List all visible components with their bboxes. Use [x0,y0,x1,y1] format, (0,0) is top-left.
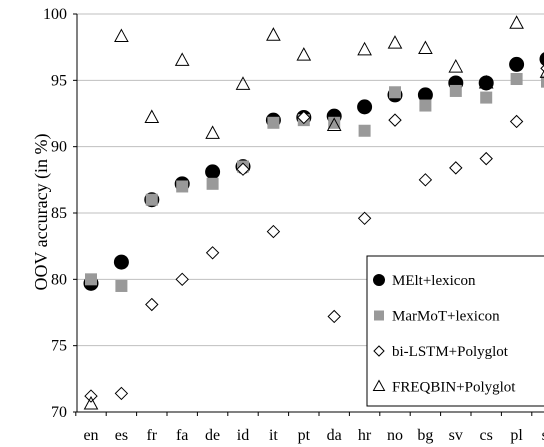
freqbin-point [509,15,524,29]
y-axis-label: OOV accuracy (in %) [31,133,52,290]
marmot-point [267,116,280,129]
y-tick-label: 85 [51,205,67,222]
marmot-point [510,73,523,86]
x-tick-label: it [269,427,278,444]
y-tick-label: 80 [51,271,67,288]
marmot-point [145,193,158,206]
melt-point [509,56,525,72]
bilstm-point [145,297,159,312]
melt-point [539,52,544,66]
x-tick-label: bg [417,427,433,444]
freqbin-point [326,117,342,131]
x-tick-label: sv [449,427,463,444]
series-marmot [85,73,544,292]
legend-label: MElt+lexicon [392,273,476,289]
freqbin-point [235,76,251,90]
marmot-point [541,75,544,88]
bilstm-point [540,64,544,73]
legend-marker [372,379,386,391]
melt-point [478,75,494,91]
x-tick-label: da [327,427,342,444]
bilstm-point [449,161,463,175]
legend-label: MarMoT+lexicon [392,309,500,325]
marmot-point [480,91,493,104]
melt-point [357,99,373,115]
marmot-point [419,99,432,112]
freqbin-point [205,125,220,139]
x-tick-label: pl [510,427,523,444]
bilstm-point [266,224,281,239]
y-tick-label: 90 [51,139,67,156]
freqbin-point [266,27,281,41]
series-bilstm [84,64,544,403]
x-tick-label: no [387,427,403,444]
freqbin-point [144,109,160,123]
bilstm-point [327,309,341,324]
x-tick-label: id [237,427,249,444]
x-tick-label: de [205,427,220,444]
y-tick-label: 100 [43,6,67,23]
legend-marker [373,274,385,286]
series-melt [83,52,544,291]
y-tick-label: 70 [51,404,67,421]
y-tick-label: 75 [51,338,67,355]
bilstm-point [114,386,129,401]
bilstm-point [357,211,372,226]
marmot-point [389,86,401,99]
marmot-point [115,279,128,292]
x-tick-label: hr [358,427,372,444]
marmot-point [328,116,341,129]
melt-point [113,254,129,270]
x-tick-label: pt [298,427,311,444]
bilstm-point [297,110,311,125]
freqbin-point [357,41,372,56]
marmot-point [85,273,97,286]
marmot-point [176,180,189,193]
x-tick-label: sl [542,427,544,444]
marmot-point [358,124,371,137]
freqbin-point [174,52,190,66]
bilstm-point [509,114,524,129]
legend-label: bi-LSTM+Polyglot [392,344,509,360]
freqbin-point [83,395,99,410]
x-tick-label: cs [480,427,493,444]
freqbin-point [387,35,403,49]
axes [73,13,544,416]
x-tick-label: es [115,427,128,444]
y-tick-label: 95 [51,72,67,89]
freqbin-point [448,59,464,73]
x-tick-label: en [83,427,98,444]
legend-label: FREQBIN+Polyglot [392,380,516,396]
bilstm-point [479,151,493,166]
legend-box [366,255,544,407]
bilstm-point [388,113,402,127]
bilstm-point [175,272,189,287]
bilstm-point [205,246,220,260]
x-tick-label: fa [176,427,188,444]
x-tick-label: fr [146,427,157,444]
freqbin-point [114,28,129,43]
data-points [83,15,544,410]
melt-point [205,164,221,180]
freqbin-point [296,47,312,61]
legend-marker [374,310,384,321]
y-tick-labels: 70 75 80 85 90 95 100 [43,6,67,421]
marmot-point [206,177,219,190]
legend: MElt+lexicon MarMoT+lexicon bi-LSTM+Polygl… [366,255,544,407]
marmot-point [449,84,462,97]
bilstm-point [236,162,250,176]
bilstm-point [418,173,433,187]
melt-point [417,87,433,103]
legend-marker [373,345,385,357]
freqbin-point [478,74,494,89]
freqbin-point [418,40,433,54]
